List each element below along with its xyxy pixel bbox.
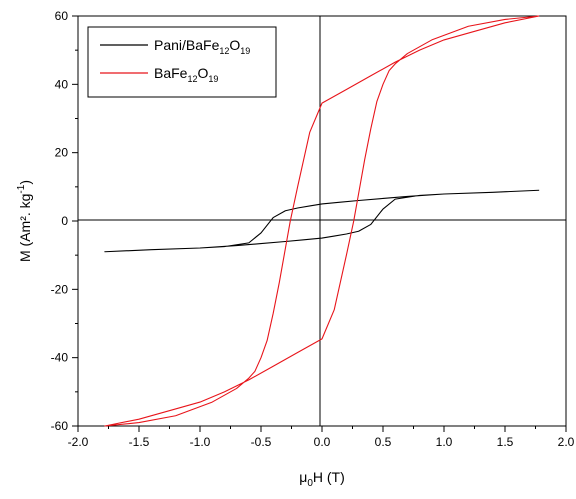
y-tick-label: 60 <box>55 9 69 23</box>
x-tick-label: 2.0 <box>558 435 575 449</box>
x-tick-label: -1.5 <box>129 435 150 449</box>
x-axis-title-sub: 0 <box>307 478 313 489</box>
y-tick-label: 20 <box>55 146 69 160</box>
axis-tick-labels: -2.0 -1.5 -1.0 -0.5 0.0 0.5 1.0 1.5 2.0 -60 -40 -20… <box>51 9 575 449</box>
series-group <box>104 15 540 427</box>
y-tick-label: -60 <box>51 419 69 433</box>
axis-ticks <box>72 15 567 432</box>
x-tick-label: -1.0 <box>190 435 211 449</box>
y-axis-title-sup: -1 <box>16 184 27 193</box>
y-axis-title-close: ) <box>17 180 33 185</box>
x-tick-label: 1.0 <box>436 435 453 449</box>
legend-box <box>87 26 277 98</box>
series-line-pani-bafe12o19 <box>104 189 540 253</box>
x-tick-label: -2.0 <box>68 435 89 449</box>
y-tick-label: -40 <box>51 351 69 365</box>
y-tick-label: 0 <box>61 214 68 228</box>
y-tick-label: -20 <box>51 282 69 296</box>
y-axis-title: M (Am². kg-1) <box>16 180 33 262</box>
series-line-bafe12o19 <box>104 15 540 427</box>
x-tick-label: 0.0 <box>314 435 331 449</box>
legend-label-bafe: BaFe12O19 <box>154 65 218 84</box>
x-axis-title-rest: H (T) <box>313 469 345 485</box>
legend: Pani/BaFe12O19 BaFe12O19 <box>87 26 277 98</box>
x-axis-title: μ0H (T) <box>299 469 345 489</box>
x-tick-label: 1.5 <box>497 435 514 449</box>
x-tick-label: -0.5 <box>251 435 272 449</box>
x-tick-label: 0.5 <box>375 435 392 449</box>
y-tick-label: 40 <box>55 77 69 91</box>
